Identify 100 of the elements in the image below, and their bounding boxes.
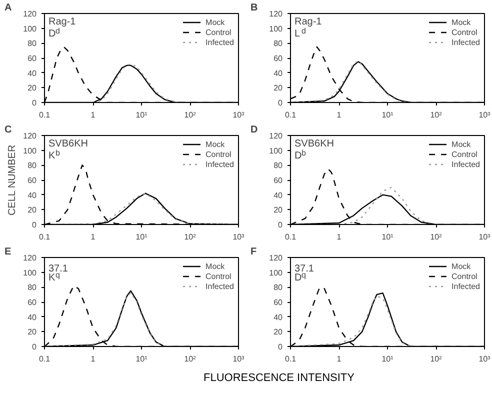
x-tick-label: 10¹ — [382, 232, 394, 242]
y-tick-label: 100 — [23, 268, 38, 278]
x-tick-label: 1 — [90, 354, 96, 364]
y-tick-label: 60 — [28, 298, 38, 307]
x-tick-label: 0.1 — [38, 232, 51, 242]
legend-label: Mock — [206, 17, 226, 27]
x-tick-label: 10³ — [232, 110, 245, 120]
chart-title: F — [250, 246, 257, 258]
chart-title: A — [4, 2, 12, 14]
x-tick-label: 1 — [90, 232, 96, 242]
legend-label: Infected — [452, 281, 480, 291]
x-tick-label: 10³ — [232, 232, 245, 242]
y-tick-label: 120 — [269, 10, 284, 18]
y-tick-label: 20 — [274, 206, 284, 215]
y-tick-label: 100 — [269, 24, 284, 34]
y-tick-label: 100 — [23, 146, 38, 156]
x-tick-label: 10¹ — [136, 110, 148, 120]
legend-label: Mock — [206, 139, 226, 149]
y-tick-label: 100 — [269, 268, 284, 278]
y-tick-label: 40 — [28, 190, 38, 200]
legend-label: Control — [206, 271, 232, 281]
y-tick-label: 20 — [28, 206, 38, 215]
legend-label: Control — [206, 27, 232, 37]
y-tick-label: 120 — [269, 132, 284, 140]
legend-label: Control — [206, 149, 232, 159]
legend-label: Control — [452, 271, 478, 281]
y-tick-label: 120 — [23, 10, 38, 18]
y-tick-label: 0 — [278, 342, 284, 352]
annotation: Rag-1 — [294, 16, 322, 28]
y-tick-label: 0 — [32, 98, 38, 108]
x-axis-title: FLUORESCENCE INTENSITY — [204, 371, 354, 386]
y-tick-label: 80 — [28, 161, 38, 170]
x-tick-label: 10² — [430, 354, 442, 364]
legend-label: Infected — [452, 159, 480, 169]
x-tick-label: 10² — [184, 232, 196, 242]
legend-label: Mock — [452, 139, 472, 149]
chart-title: D — [250, 124, 258, 136]
annotation: 37.1 — [294, 264, 314, 274]
y-tick-label: 60 — [28, 54, 38, 63]
y-axis-title: CELL NUMBER — [7, 144, 18, 216]
x-tick-label: 0.1 — [284, 354, 297, 364]
y-tick-label: 40 — [274, 312, 284, 322]
y-tick-label: 40 — [274, 68, 284, 78]
legend-label: Control — [452, 149, 478, 159]
y-tick-label: 60 — [28, 176, 38, 185]
y-tick-label: 120 — [23, 132, 38, 140]
x-tick-label: 10³ — [478, 354, 491, 364]
legend-label: Mock — [452, 261, 472, 271]
x-tick-label: 1 — [90, 110, 96, 120]
x-tick-label: 0.1 — [284, 232, 297, 242]
legend-label: Mock — [452, 17, 472, 27]
chart-title: B — [250, 2, 258, 14]
annotation: SVB6KH — [48, 138, 88, 150]
y-tick-label: 0 — [278, 98, 284, 108]
y-tick-label: 120 — [269, 254, 284, 262]
annotation: Rag-1 — [48, 16, 76, 28]
x-tick-label: 1 — [336, 354, 342, 364]
x-tick-label: 10¹ — [136, 232, 148, 242]
x-tick-label: 0.1 — [38, 110, 51, 120]
y-tick-label: 60 — [274, 176, 284, 185]
x-tick-label: 10¹ — [382, 110, 394, 120]
y-tick-label: 60 — [274, 54, 284, 63]
y-tick-label: 80 — [274, 39, 284, 48]
legend-label: Mock — [206, 261, 226, 271]
x-tick-label: 10² — [430, 232, 442, 242]
legend-label: Infected — [206, 37, 234, 47]
x-tick-label: 10² — [184, 110, 196, 120]
y-tick-label: 60 — [274, 298, 284, 307]
y-tick-label: 80 — [28, 283, 38, 292]
x-tick-label: 1 — [336, 110, 342, 120]
chart-title: E — [4, 246, 12, 258]
y-tick-label: 0 — [32, 342, 38, 352]
y-tick-label: 20 — [28, 84, 38, 93]
y-tick-label: 20 — [274, 84, 284, 93]
x-tick-label: 10² — [184, 354, 196, 364]
y-tick-label: 0 — [278, 220, 284, 230]
annotation: SVB6KH — [294, 138, 334, 150]
y-tick-label: 40 — [28, 312, 38, 322]
y-tick-label: 20 — [274, 328, 284, 337]
x-tick-label: 10³ — [232, 354, 245, 364]
y-tick-label: 20 — [28, 328, 38, 337]
chart-title: C — [4, 124, 12, 136]
y-tick-label: 80 — [274, 283, 284, 292]
legend-label: Control — [452, 27, 478, 37]
x-tick-label: 0.1 — [284, 110, 297, 120]
legend-label: Infected — [452, 37, 480, 47]
x-tick-label: 10³ — [478, 110, 491, 120]
y-tick-label: 40 — [274, 190, 284, 200]
y-tick-label: 100 — [269, 146, 284, 156]
annotation: 37.1 — [48, 264, 68, 274]
x-tick-label: 10² — [430, 110, 442, 120]
y-tick-label: 100 — [23, 24, 38, 34]
y-tick-label: 80 — [28, 39, 38, 48]
y-tick-label: 40 — [28, 68, 38, 78]
legend-label: Infected — [206, 159, 234, 169]
x-tick-label: 1 — [336, 232, 342, 242]
legend-label: Infected — [206, 281, 234, 291]
y-tick-label: 80 — [274, 161, 284, 170]
y-tick-label: 0 — [32, 220, 38, 230]
x-tick-label: 10¹ — [382, 354, 394, 364]
